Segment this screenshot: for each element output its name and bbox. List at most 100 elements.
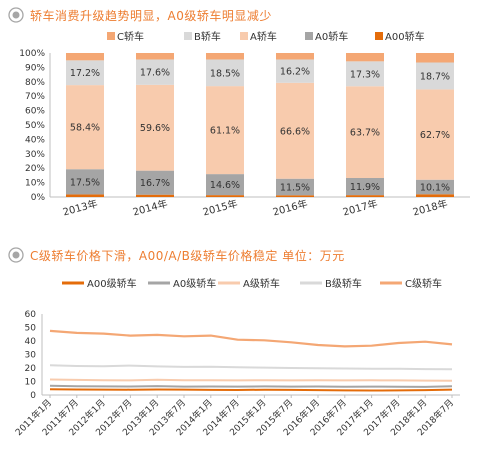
bar-segment: [346, 195, 384, 197]
data-label: 16.2%: [280, 67, 310, 78]
legend-item: A轿车: [240, 30, 277, 43]
section1-title: 轿车消费升级趋势明显，A0级轿车明显减少: [30, 8, 272, 23]
legend-label: B轿车: [194, 30, 221, 43]
bar-segment: [276, 53, 314, 60]
y-tick-label: 90%: [25, 63, 45, 73]
bar-segment: [66, 60, 104, 86]
section1-header: 轿车消费升级趋势明显，A0级轿车明显减少: [8, 6, 272, 24]
y-tick-label: 0: [30, 391, 36, 401]
y-tick-label: 30: [25, 351, 37, 361]
legend-label: A0轿车: [315, 30, 348, 43]
target-icon: [8, 247, 24, 263]
legend-label: A轿车: [250, 30, 277, 43]
data-label: 18.5%: [210, 68, 240, 79]
data-label: 14.6%: [210, 180, 240, 191]
legend-label: C级轿车: [405, 277, 442, 290]
bar-segment: [276, 59, 314, 83]
data-label: 17.3%: [350, 69, 380, 80]
legend-swatch: [184, 32, 192, 40]
data-label: 61.1%: [210, 126, 240, 137]
legend-label: A00级轿车: [87, 277, 137, 290]
bar-segment: [346, 86, 384, 178]
bar-segment: [346, 53, 384, 62]
legend-label: A级轿车: [243, 277, 280, 290]
bar-segment: [276, 195, 314, 197]
legend-swatch: [305, 32, 313, 40]
legend-item: C级轿车: [380, 277, 442, 290]
series-line: [49, 384, 453, 388]
y-tick-label: 0%: [31, 193, 46, 203]
x-tick-label: 2015年: [201, 197, 239, 219]
data-label: 10.1%: [420, 182, 450, 193]
y-tick-label: 10: [25, 378, 37, 388]
legend-item: A00级轿车: [62, 277, 137, 290]
legend-swatch: [240, 32, 248, 40]
y-tick-label: 40: [25, 337, 37, 347]
legend-item: A0级轿车: [148, 277, 216, 290]
bar-segment: [206, 53, 244, 60]
y-tick-label: 50%: [25, 121, 45, 131]
bar-segment: [206, 59, 244, 87]
x-tick-label: 2016年: [271, 197, 309, 219]
legend-item: A级轿车: [218, 277, 280, 290]
legend-label: B级轿车: [325, 277, 362, 290]
legend-item: A00轿车: [375, 30, 425, 43]
data-label: 17.5%: [70, 177, 100, 188]
stacked-bar-chart: C轿车 B轿车 A轿车 A0轿车 A00轿车 0% 10% 20% 30% 40% 50% 60% 70…: [19, 30, 470, 219]
y-tick-label: 20: [25, 364, 37, 374]
legend-item: A0轿车: [305, 30, 348, 43]
legend-item: B轿车: [184, 30, 221, 43]
y-tick-label: 10%: [25, 179, 45, 189]
price-line-chart: A00级轿车 A0级轿车 A级轿车 B级轿车 C级轿车01020304050602011…: [13, 277, 460, 438]
data-label: 62.7%: [420, 130, 450, 141]
data-label: 17.6%: [140, 68, 170, 79]
series-line: [49, 388, 453, 392]
series-line: [49, 364, 453, 371]
bar-segment: [276, 82, 314, 179]
bar-segment: [346, 177, 384, 196]
data-label: 58.4%: [70, 123, 100, 134]
legend-swatch: [375, 32, 383, 40]
bar-segment: [66, 194, 104, 197]
bar-segment: [136, 170, 174, 195]
x-tick-label: 2013年: [61, 197, 99, 219]
bar-segment: [136, 194, 174, 197]
data-label: 16.7%: [140, 178, 170, 189]
y-tick-label: 70%: [25, 92, 45, 102]
y-tick-label: 20%: [25, 164, 45, 174]
data-label: 66.6%: [280, 126, 310, 137]
series-line: [49, 329, 453, 348]
series-line: [49, 378, 453, 382]
bar-segment: [66, 169, 104, 195]
section2-title: C级轿车价格下滑，A00/A/B级轿车价格稳定 单位：万元: [30, 248, 345, 263]
data-label: 63.7%: [350, 128, 380, 139]
y-tick-label: 50: [25, 324, 37, 334]
bar-segment: [206, 195, 244, 197]
bar-segment: [276, 178, 314, 196]
bar-segment: [136, 59, 174, 85]
bar-segment: [416, 194, 454, 197]
bar-segment: [136, 53, 174, 60]
bar-segment: [66, 53, 104, 61]
legend-item: B级轿车: [300, 277, 362, 290]
bar-segment: [416, 62, 454, 90]
bar-segment: [346, 61, 384, 87]
legend-swatch: [107, 32, 115, 40]
x-tick-label: 2017年: [341, 197, 379, 219]
legend-item: C轿车: [107, 30, 144, 43]
y-tick-label: 80%: [25, 78, 45, 88]
bar-segment: [136, 84, 174, 171]
bar-segment: [206, 174, 244, 196]
bar-segment: [66, 85, 104, 170]
data-label: 18.7%: [420, 71, 450, 82]
x-tick-label: 2014年: [131, 197, 169, 219]
y-tick-label: 40%: [25, 135, 45, 145]
section2-header: C级轿车价格下滑，A00/A/B级轿车价格稳定 单位：万元: [8, 246, 345, 264]
data-label: 11.5%: [280, 182, 310, 193]
y-tick-label: 30%: [25, 150, 45, 160]
legend-label: C轿车: [117, 30, 144, 43]
y-tick-label: 60%: [25, 107, 45, 117]
bar-segment: [416, 53, 454, 63]
y-tick-label: 60: [25, 310, 37, 320]
target-icon: [8, 7, 24, 23]
